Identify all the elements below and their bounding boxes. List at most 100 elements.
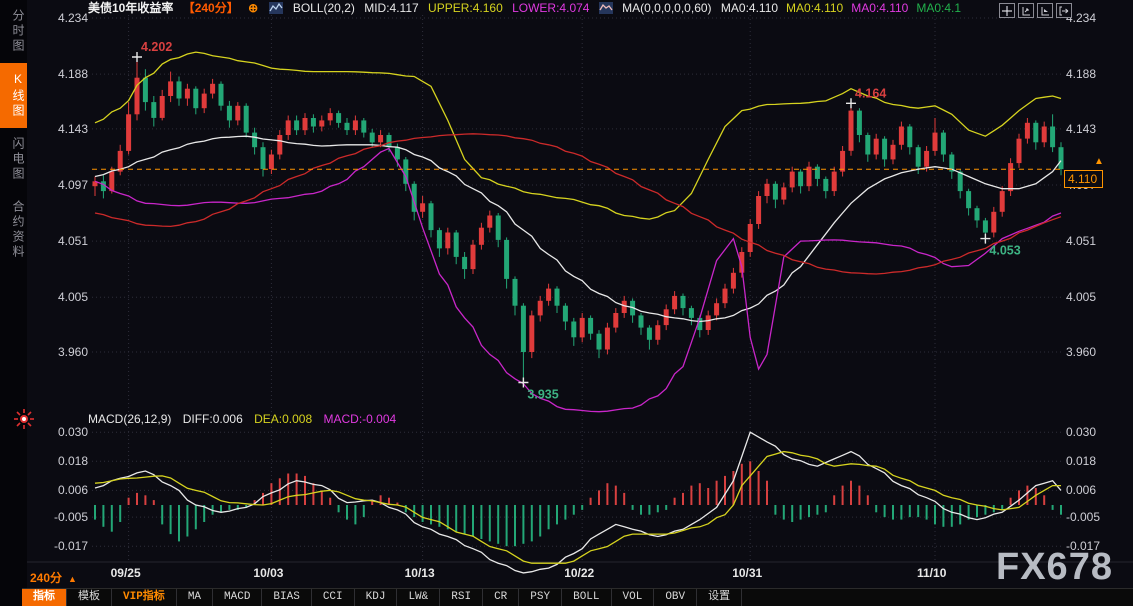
axis-label: 0.018 [57,454,88,469]
bottom-toolbar: 指标 模板 VIP指标 MA MACD BIAS CCI KDJ LW& RSI CR PSY BOLL… [22,588,1133,606]
toolbar-items: 指标 模板 VIP指标 MA MACD BIAS CCI KDJ LW& RSI CR PSY BOLL… [22,589,743,606]
toolbar-item[interactable]: BIAS [262,589,312,606]
sidebar-tab[interactable]: 合约资料 [11,200,25,260]
toolbar-item[interactable]: VOL [612,589,655,606]
left-price-axis: 4.234 4.188 4.143 4.097 4.051 4.005 3.960 0.030… [28,0,88,606]
boll-mid-value: MID:4.117 [364,1,419,15]
date-label: 11/10 [917,566,947,580]
date-label: 10/22 [564,566,595,580]
macd-line [94,431,1062,574]
axis-label: -0.005 [1066,510,1101,525]
toolbar-item[interactable]: CCI [312,589,355,606]
axis-label: 4.234 [1066,11,1097,25]
date-label: 09/25 [110,566,141,580]
chart-tool-icons [996,3,1072,18]
chart-header: 美债10年收益率 【240分】 ⊕ BOLL(20,2) MID:4.117 U… [88,1,975,16]
symbol-title: 美债10年收益率 [88,1,174,15]
axis-label: 4.051 [57,234,88,249]
watermark: FX678 [996,546,1113,588]
circle-plus-icon[interactable]: ⊕ [248,1,259,15]
axis-label: -0.017 [1066,539,1101,554]
right-price-axis: 4.2344.1884.1434.0974.0514.0053.9600.030… [1066,0,1130,606]
shift-right-icon[interactable] [1056,3,1072,18]
macd-diff-value: DIFF:0.006 [182,412,243,426]
axis-label: -0.017 [53,539,88,554]
toolbar-item[interactable]: RSI [440,589,484,606]
macd-header: MACD(26,12,9) DIFF:0.006 DEA:0.008 MACD:… [88,412,404,426]
axis-label: -0.005 [53,510,88,525]
last-price-tag: 4.110 [1064,170,1104,188]
ma-indicator-icon [598,2,613,14]
axis-label: 3.960 [57,345,88,359]
alarm-icon[interactable] [13,408,35,430]
ma-value: MA0:4.110 [720,1,779,15]
svg-text:3.935: 3.935 [527,388,558,402]
sidebar-tab[interactable]: 分时图 [11,9,25,54]
svg-text:4.202: 4.202 [141,40,172,54]
toolbar-item[interactable]: 指标 [22,589,67,606]
sidebar: 分时图 K线图闪电图合约资料 [0,0,34,606]
axis-label: 0.030 [1066,425,1097,440]
axis-label: 4.188 [57,67,88,82]
toolbar-item[interactable]: LW& [397,589,441,606]
date-label: 10/31 [732,566,763,580]
price-annotations: 4.202 4.164 4.053 3.935 [132,40,1021,402]
axis-label: 4.005 [1066,290,1097,305]
ma-value: MA0:4.110 [851,1,909,15]
overlay-lines [94,51,1062,413]
boll-upper-value: UPPER:4.160 [428,1,503,15]
crosshair-icon[interactable] [999,3,1015,18]
interval-selector[interactable]: 240分 ▲ [30,569,77,586]
toolbar-item[interactable]: PSY [519,589,563,606]
ma-value: MA0:4.110 [786,1,844,15]
compress-left-icon[interactable] [1018,3,1034,18]
interval-tag[interactable]: 【240分】 [182,1,239,15]
axis-label: 4.097 [57,178,88,192]
toolbar-item[interactable]: OBV [654,589,698,606]
toolbar-item[interactable]: BOLL [562,589,612,606]
date-label: 10/13 [404,566,435,580]
axis-label: 4.005 [57,290,88,305]
last-price-value: 4.110 [1068,172,1098,186]
toolbar-item[interactable]: 设置 [697,589,743,606]
ma-values: MA0:4.110 MA0:4.110 MA0:4.110 MA0:4.1 [721,1,969,16]
svg-text:4.053: 4.053 [989,244,1020,258]
toolbar-item[interactable]: MACD [213,589,263,606]
axis-label: 4.234 [57,11,88,25]
macd-value: MACD:-0.004 [323,412,397,426]
price-up-arrow-icon: ▲ [1094,156,1104,167]
macd-line [94,450,1061,564]
axis-label: 0.018 [1066,454,1097,469]
axis-label: 4.188 [1066,67,1097,82]
toolbar-item[interactable]: CR [483,589,520,606]
ma-label: MA(0,0,0,0,0,60) [622,1,712,15]
toolbar-item[interactable]: MA [177,589,214,606]
macd-dea-value: DEA:0.008 [254,412,313,426]
sidebar-tab[interactable]: 闪电图 [11,137,25,182]
sidebar-tab[interactable]: K线图 [0,63,27,128]
svg-text:4.164: 4.164 [855,86,886,100]
axis-label: 4.051 [1066,234,1097,249]
toolbar-item[interactable]: 模板 [67,589,112,606]
macd-histogram [94,461,1062,547]
axis-label: 0.030 [57,425,88,440]
toolbar-item[interactable]: VIP指标 [112,589,177,606]
axis-label: 3.960 [1066,345,1097,359]
dropdown-arrow-icon: ▲ [68,574,77,584]
axis-label: 4.143 [1066,121,1097,136]
playback-icon[interactable] [1037,3,1053,18]
axis-label: 0.006 [57,483,88,498]
candles [92,57,1064,383]
boll-label: BOLL(20,2) [292,1,355,15]
toolbar-item[interactable]: KDJ [355,589,398,606]
axis-label: 4.143 [57,121,88,136]
boll-indicator-icon [269,2,284,14]
macd-params: MACD(26,12,9) [88,412,172,426]
interval-label: 240分 [30,571,63,585]
boll-lower-value: LOWER:4.074 [512,1,590,15]
ma-value: MA0:4.1 [916,1,962,15]
sidebar-tabs: 分时图 K线图闪电图合约资料 [0,0,27,269]
date-axis: 09/25 10/03 10/13 10/22 10/31 11/10 [0,566,1133,586]
